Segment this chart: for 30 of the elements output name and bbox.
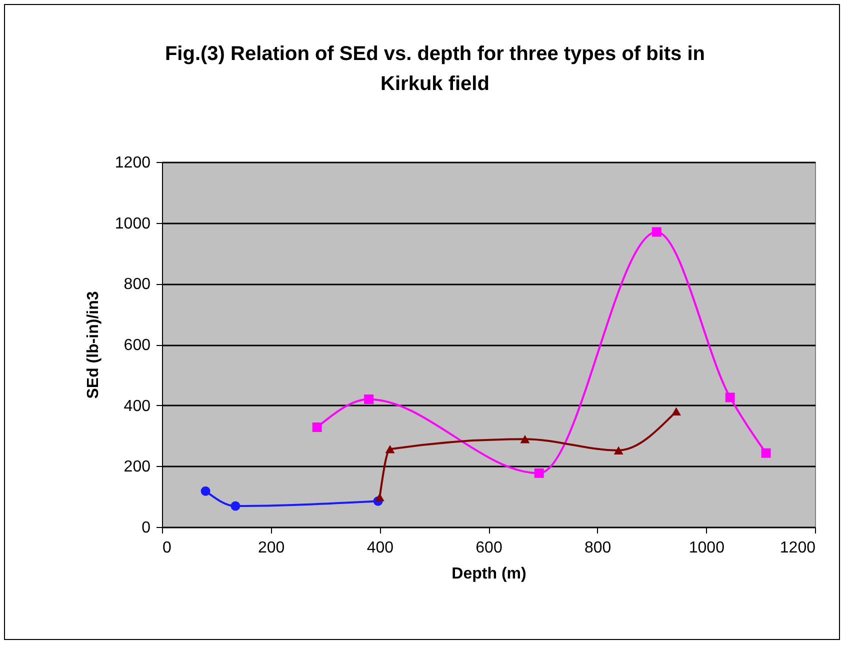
point [520, 434, 530, 444]
x-tick-label: 0 [162, 540, 172, 556]
y-tick-label: 1000 [114, 215, 151, 232]
x-tick-label: 600 [476, 540, 502, 556]
y-tick-label: 200 [124, 458, 151, 476]
point [312, 422, 322, 432]
y-tick-label: 600 [124, 337, 151, 354]
y-tick-label: 800 [124, 276, 151, 294]
x-tick-label: 200 [258, 540, 285, 556]
point [364, 394, 374, 404]
y-tick-label: 400 [124, 398, 151, 415]
point [652, 227, 662, 237]
point [200, 486, 210, 496]
x-tick-label: 1200 [780, 540, 816, 556]
point [230, 501, 240, 511]
x-axis-title: Depth (m) [452, 566, 526, 582]
chart-title: Fig.(3) Relation of SEd vs. depth for three types of bits in Kirkuk field [164, 42, 706, 97]
y-tick-label: 1200 [114, 154, 151, 172]
x-tick-label: 1000 [688, 540, 725, 556]
point [534, 468, 544, 478]
x-tick-label: 800 [584, 540, 612, 556]
point [725, 392, 735, 402]
x-tick-label: 400 [366, 540, 394, 556]
point [374, 493, 384, 502]
y-axis-title: SEd (lb-in)/in3 [84, 291, 102, 399]
point [671, 407, 681, 416]
y-tick-label: 0 [142, 520, 151, 536]
point [385, 445, 395, 454]
point [761, 448, 771, 458]
point [614, 446, 624, 454]
